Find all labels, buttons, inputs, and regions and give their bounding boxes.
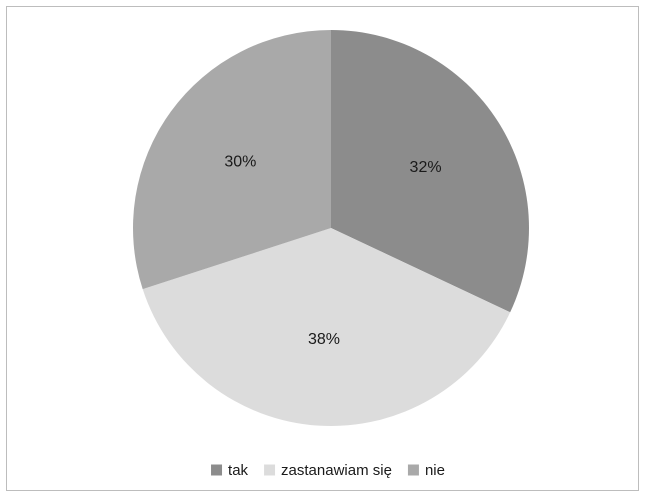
legend-item-3: nie: [407, 462, 445, 479]
data-label-1: 32%: [410, 159, 442, 176]
data-label-2: 38%: [308, 331, 340, 348]
data-label-3: 30%: [224, 153, 256, 170]
pie-slice-1: [331, 30, 529, 313]
pie-slice-2: [142, 228, 511, 426]
pie-slices: [132, 30, 529, 426]
legend-swatch-2: [264, 464, 276, 476]
chart-legend: tak zastanawiam się nie: [211, 462, 445, 479]
legend-label-3: nie: [425, 462, 445, 479]
pie-slice-3: [132, 30, 331, 290]
pie-data-labels: 32% 38% 30%: [224, 153, 441, 348]
legend-label-1: tak: [228, 462, 249, 479]
legend-item-1: tak: [211, 462, 249, 479]
legend-item-2: zastanawiam się: [264, 462, 392, 479]
legend-swatch-1: [211, 464, 223, 476]
legend-label-2: zastanawiam się: [281, 462, 392, 479]
legend-swatch-3: [407, 464, 419, 476]
